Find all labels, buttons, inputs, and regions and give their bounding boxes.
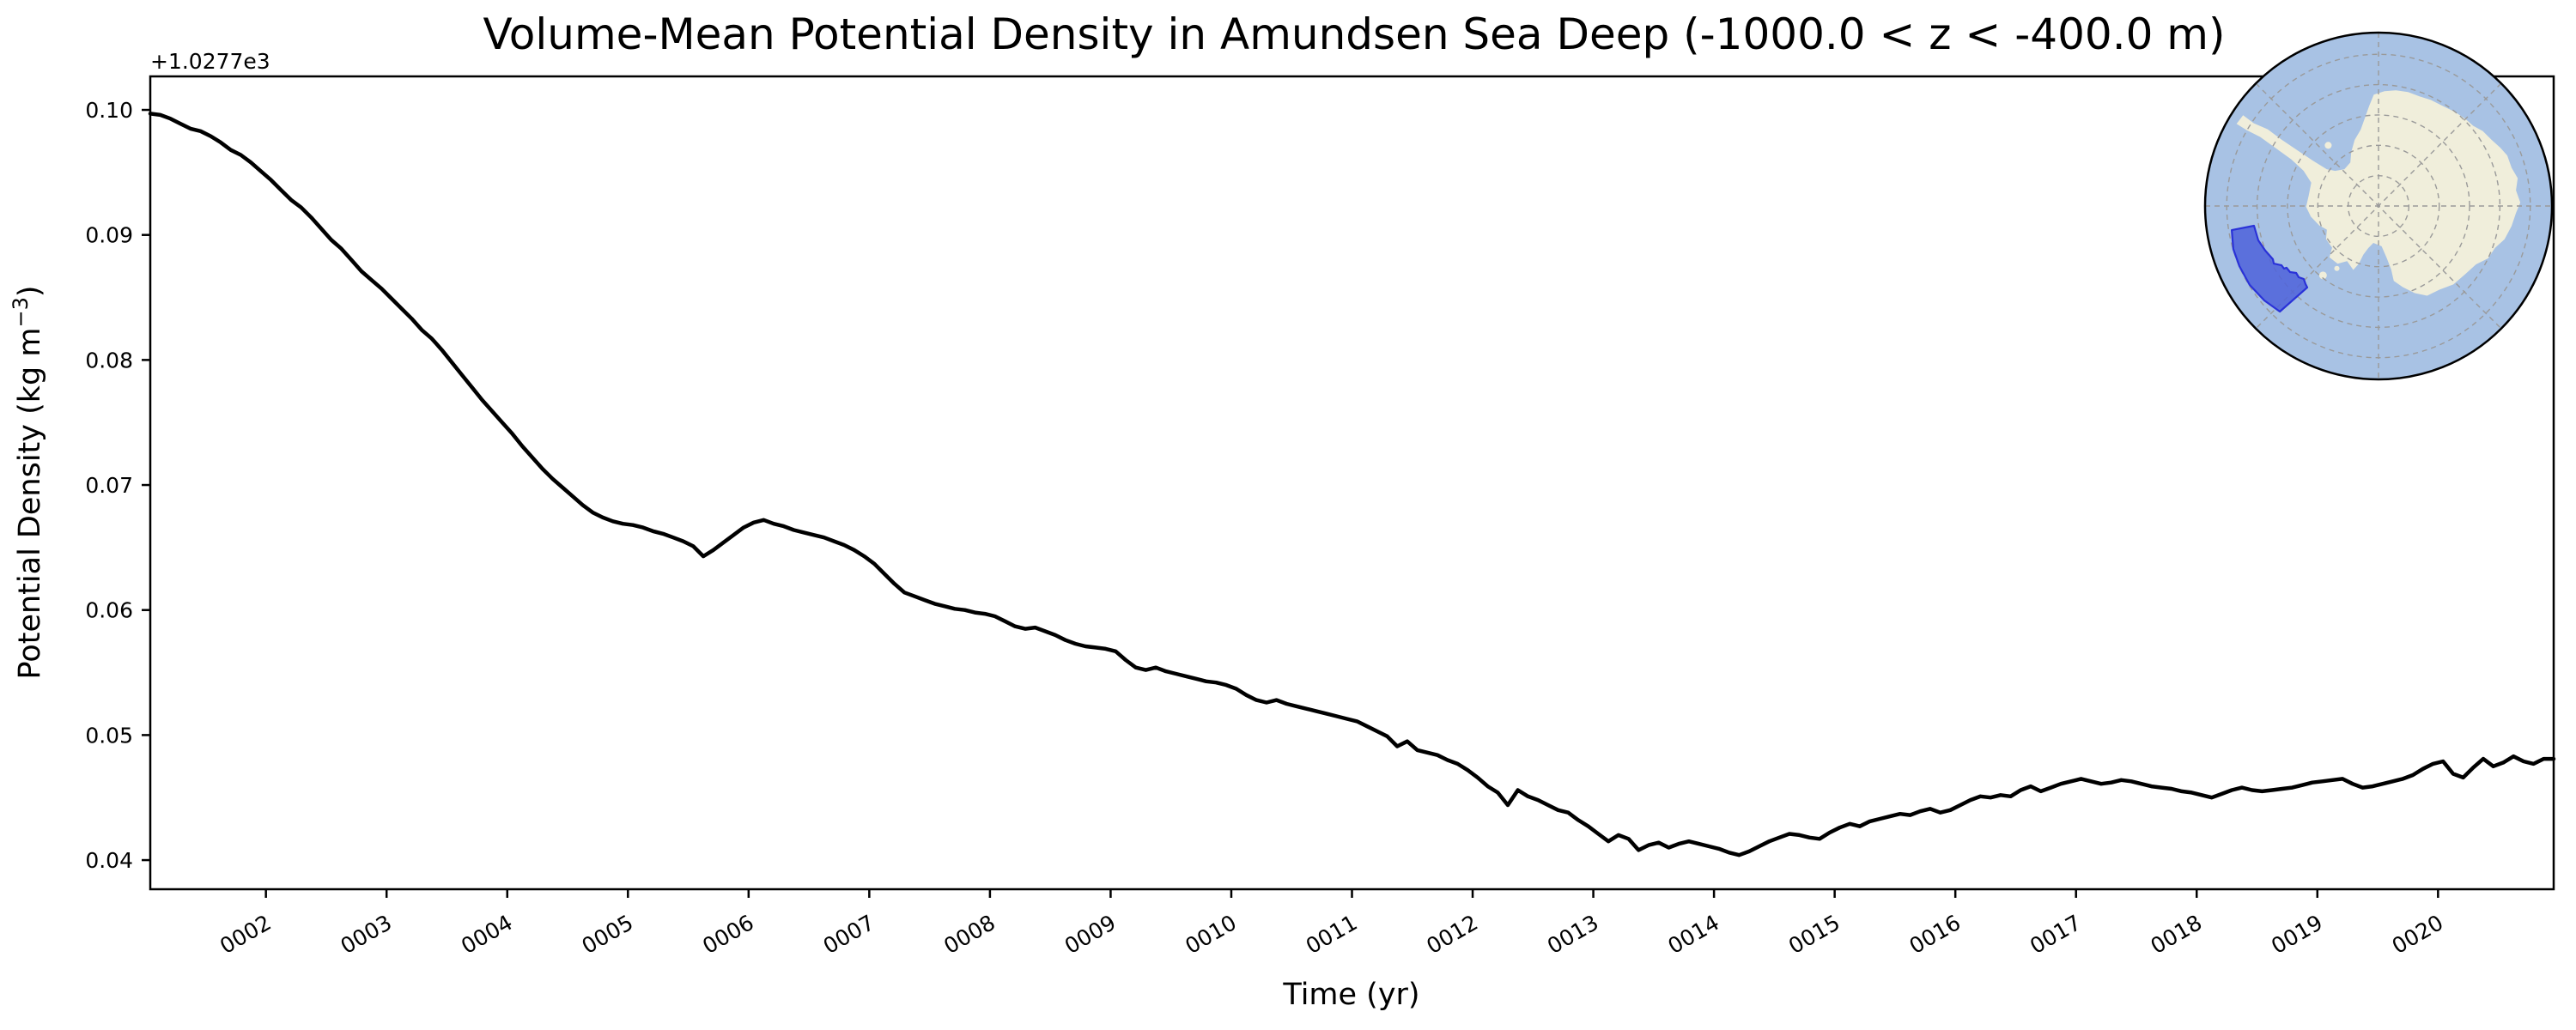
x-tick-label: 0016: [1905, 910, 1965, 959]
y-tick-label: 0.05: [85, 723, 133, 748]
x-axis-label: Time (yr): [1282, 978, 1419, 1012]
x-tick-label: 0002: [216, 910, 276, 959]
x-tick-label: 0015: [1784, 910, 1844, 959]
x-tick-label: 0013: [1543, 910, 1603, 959]
inset-map-antarctica: [2203, 31, 2554, 381]
map-longitude-line: [2255, 82, 2502, 330]
map-land-antarctica: [2236, 90, 2521, 296]
x-tick-label: 0017: [2026, 910, 2086, 959]
y-tick-label: 0.09: [85, 223, 133, 248]
x-tick-label: 0005: [578, 910, 638, 959]
y-tick-label: 0.10: [85, 98, 133, 123]
x-tick-label: 0011: [1302, 910, 1362, 959]
x-tick-label: 0006: [698, 910, 758, 959]
x-tick-label: 0019: [2267, 910, 2327, 959]
x-tick-label: 0018: [2147, 910, 2207, 959]
y-tick-label: 0.06: [85, 598, 133, 623]
map-outline: [2203, 31, 2554, 381]
y-tick-label: 0.08: [85, 348, 133, 373]
x-axis-ticks: 0002 0003 0004 0005 0006 0007 0008 0009 0010 0011…: [216, 889, 2447, 959]
x-tick-label: 0007: [819, 910, 879, 959]
x-tick-label: 0010: [1181, 910, 1241, 959]
map-island: [2334, 265, 2340, 271]
y-axis-label-superscript: −3: [9, 297, 33, 327]
y-axis-offset-label: +1.0277e3: [150, 49, 270, 74]
x-tick-label: 0009: [1060, 910, 1121, 959]
y-tick-label: 0.04: [85, 848, 133, 873]
x-tick-label: 0012: [1422, 910, 1482, 959]
y-axis-label-main: Potential Density (kg m: [13, 328, 47, 680]
x-tick-label: 0008: [939, 910, 999, 959]
x-tick-label: 0004: [457, 910, 517, 959]
x-tick-label: 0003: [337, 910, 397, 959]
chart-title: Volume-Mean Potential Density in Amundse…: [483, 9, 2225, 59]
map-contents: [2205, 33, 2552, 379]
y-axis-label-close: ): [13, 285, 47, 297]
map-island: [2324, 142, 2332, 149]
map-highlight-region: [2231, 224, 2309, 313]
map-graticule: [2205, 33, 2552, 379]
map-island: [2318, 271, 2327, 280]
x-tick-label: 0020: [2388, 910, 2448, 959]
y-axis-ticks: 0.10 0.09 0.08 0.07 0.06 0.05 0.04: [85, 98, 150, 873]
y-axis-label: Potential Density (kg m−3): [9, 285, 47, 679]
y-tick-label: 0.07: [85, 473, 133, 498]
data-line: [148, 112, 2556, 857]
map-latitude-circle: [2317, 144, 2440, 268]
x-tick-label: 0014: [1664, 910, 1724, 959]
plot-frame: [149, 75, 2555, 891]
